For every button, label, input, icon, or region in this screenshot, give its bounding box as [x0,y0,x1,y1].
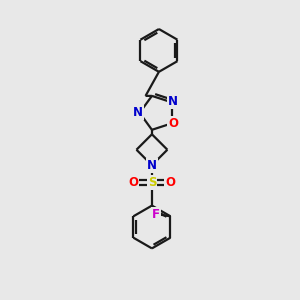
Text: O: O [165,176,175,189]
Text: N: N [133,106,143,119]
Text: F: F [152,208,160,221]
Text: N: N [167,95,178,108]
Text: O: O [128,176,139,189]
Text: O: O [168,117,178,130]
Text: S: S [148,176,156,189]
Text: N: N [147,159,157,172]
